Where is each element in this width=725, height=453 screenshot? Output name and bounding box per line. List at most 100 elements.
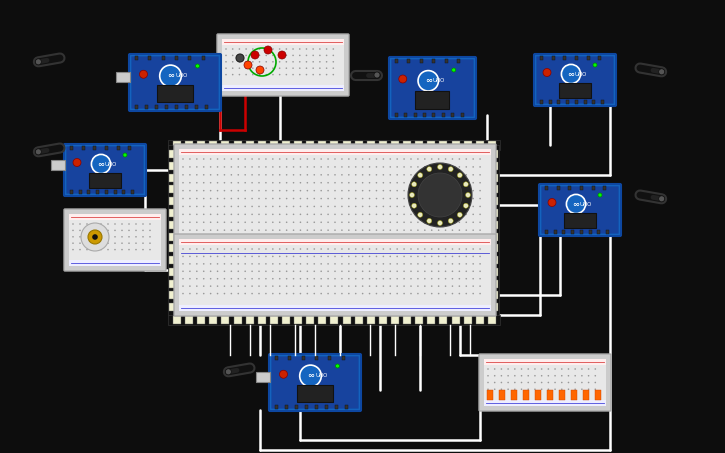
Circle shape (334, 206, 336, 207)
Circle shape (376, 198, 377, 199)
Circle shape (265, 61, 267, 63)
Bar (415, 141, 423, 149)
Circle shape (231, 255, 232, 257)
Circle shape (313, 174, 315, 176)
Bar (415, 91, 450, 109)
Circle shape (238, 278, 239, 280)
Circle shape (272, 198, 273, 199)
Circle shape (355, 278, 357, 280)
Circle shape (444, 278, 447, 280)
Circle shape (107, 249, 109, 251)
Circle shape (348, 255, 349, 257)
Circle shape (424, 237, 426, 239)
Circle shape (306, 61, 307, 63)
Circle shape (231, 182, 232, 183)
Circle shape (182, 278, 184, 280)
Circle shape (312, 48, 314, 50)
Circle shape (306, 67, 307, 69)
Circle shape (410, 255, 412, 257)
Circle shape (334, 182, 336, 183)
Bar (79, 190, 82, 194)
Circle shape (452, 285, 453, 287)
Bar (457, 59, 460, 63)
Circle shape (383, 206, 384, 207)
Circle shape (135, 242, 137, 244)
Bar (545, 186, 548, 190)
Circle shape (320, 198, 322, 199)
FancyBboxPatch shape (479, 354, 611, 411)
Circle shape (115, 236, 116, 238)
Bar (439, 316, 447, 324)
Bar (302, 356, 304, 360)
Circle shape (293, 206, 294, 207)
Circle shape (232, 55, 233, 56)
Circle shape (383, 182, 384, 183)
Circle shape (79, 230, 80, 231)
Circle shape (424, 229, 426, 231)
Bar (188, 56, 191, 60)
Circle shape (94, 230, 95, 231)
Circle shape (121, 242, 123, 244)
Circle shape (389, 158, 391, 160)
Circle shape (149, 236, 151, 238)
Circle shape (547, 368, 549, 370)
Circle shape (258, 278, 260, 280)
Bar (423, 113, 426, 117)
Circle shape (264, 46, 272, 54)
Circle shape (210, 278, 212, 280)
Circle shape (182, 255, 184, 257)
Circle shape (383, 270, 384, 272)
Circle shape (568, 389, 569, 390)
Circle shape (403, 229, 405, 231)
Circle shape (397, 248, 398, 250)
Bar (105, 146, 108, 150)
Circle shape (299, 198, 302, 199)
Circle shape (397, 213, 398, 215)
Circle shape (244, 255, 246, 257)
Circle shape (258, 285, 260, 287)
Circle shape (244, 182, 246, 183)
Bar (315, 405, 318, 409)
Circle shape (279, 293, 281, 294)
Bar (179, 250, 491, 256)
Circle shape (465, 263, 467, 265)
Circle shape (252, 55, 254, 56)
Circle shape (231, 222, 232, 223)
Circle shape (265, 190, 267, 192)
Circle shape (307, 198, 308, 199)
Circle shape (182, 182, 184, 183)
Circle shape (417, 270, 419, 272)
Circle shape (348, 263, 349, 265)
Circle shape (217, 198, 218, 199)
Circle shape (286, 67, 287, 69)
Circle shape (203, 248, 204, 250)
Bar (82, 146, 85, 150)
Circle shape (376, 190, 377, 192)
Circle shape (507, 382, 509, 383)
Circle shape (135, 249, 137, 251)
Circle shape (252, 229, 253, 231)
Circle shape (231, 237, 232, 239)
Circle shape (182, 285, 184, 287)
Circle shape (389, 270, 391, 272)
Circle shape (465, 158, 467, 160)
Circle shape (189, 213, 191, 215)
Circle shape (320, 278, 322, 280)
Bar (464, 316, 472, 324)
Circle shape (355, 206, 357, 207)
Circle shape (348, 213, 349, 215)
Circle shape (410, 293, 412, 294)
Circle shape (473, 255, 474, 257)
Circle shape (313, 278, 315, 280)
Circle shape (299, 248, 302, 250)
Circle shape (348, 229, 349, 231)
Circle shape (100, 223, 102, 225)
Circle shape (588, 375, 589, 376)
Circle shape (327, 278, 329, 280)
Circle shape (293, 293, 294, 294)
Circle shape (265, 158, 267, 160)
Circle shape (238, 206, 239, 207)
Circle shape (313, 263, 315, 265)
Circle shape (593, 63, 597, 67)
Circle shape (128, 223, 130, 225)
